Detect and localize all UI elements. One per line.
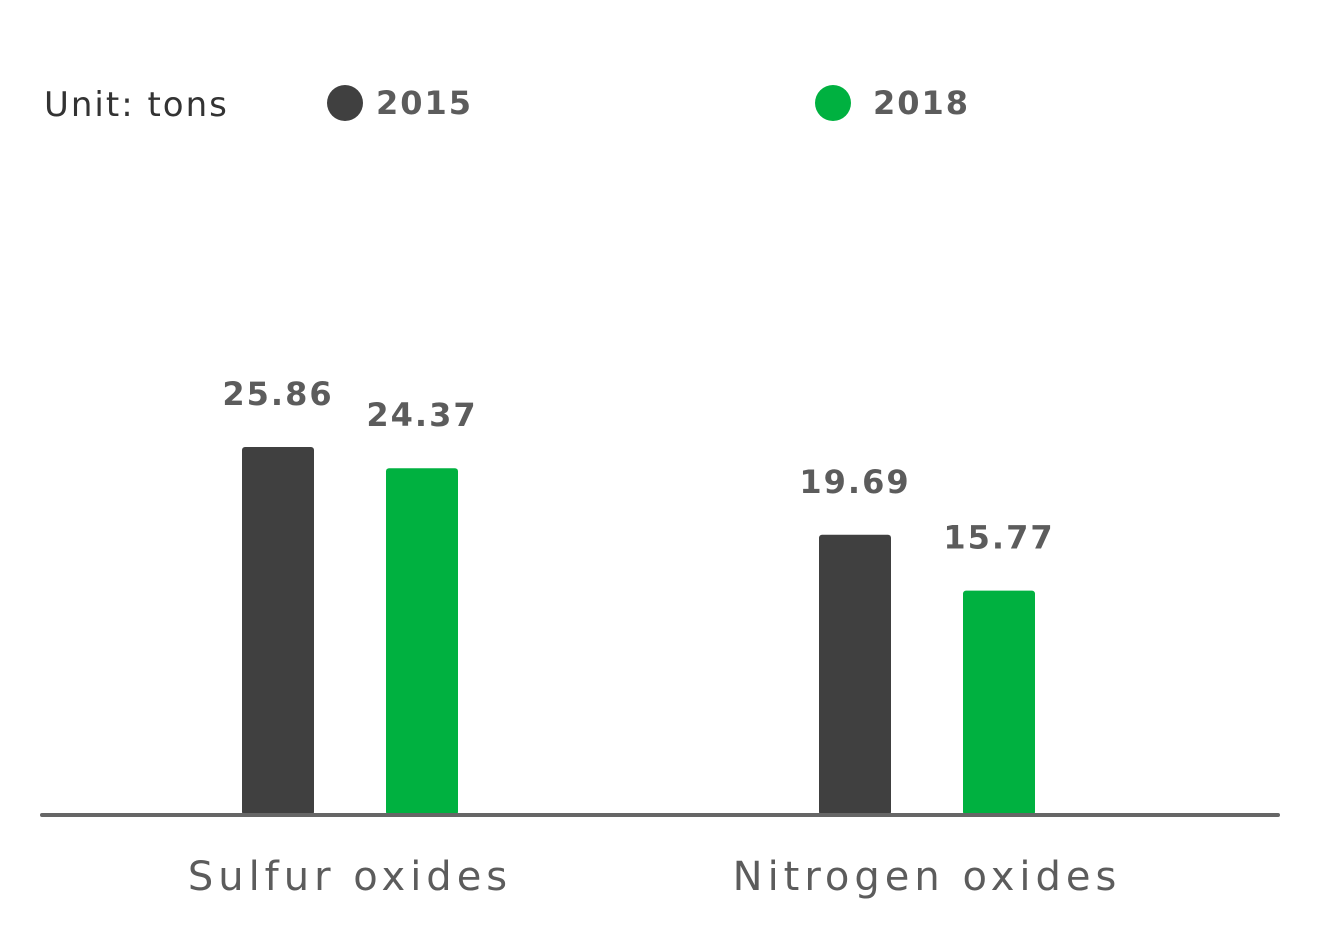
legend-swatch-2018	[815, 85, 851, 121]
value-label-nitrogen-oxides-2015: 19.69	[799, 463, 910, 501]
bar-nitrogen-oxides-2015	[819, 534, 891, 815]
value-label-sulfur-oxides-2018: 24.37	[366, 396, 477, 434]
category-label-sulfur-oxides: Sulfur oxides	[188, 854, 512, 900]
legend-label-2015: 2015	[376, 84, 473, 122]
bars	[242, 447, 1035, 815]
category-label-nitrogen-oxides: Nitrogen oxides	[733, 854, 1122, 900]
bar-sulfur-oxides-2015	[242, 447, 314, 815]
legend-label-2018: 2018	[873, 84, 970, 122]
value-labels: 25.86 19.69 24.37 15.77	[222, 375, 1054, 557]
legend-swatch-2015	[327, 85, 363, 121]
value-label-sulfur-oxides-2015: 25.86	[222, 375, 333, 413]
unit-label: Unit: tons	[44, 85, 229, 125]
bar-sulfur-oxides-2018	[386, 468, 458, 815]
legend: 2015 2018	[327, 84, 970, 122]
value-label-nitrogen-oxides-2018: 15.77	[943, 519, 1054, 557]
bar-nitrogen-oxides-2018	[963, 590, 1035, 815]
